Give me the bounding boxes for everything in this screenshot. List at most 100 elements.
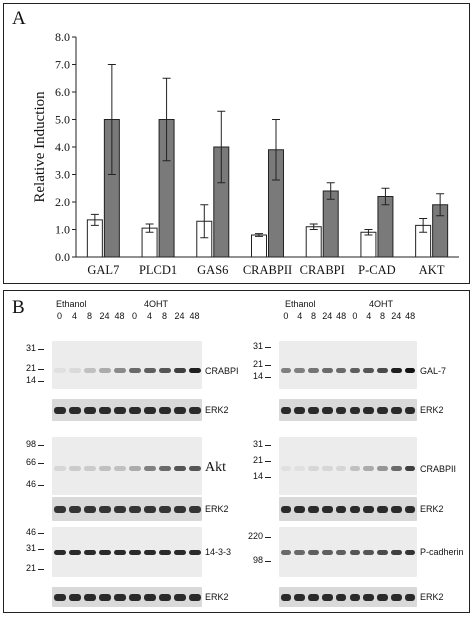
blot-band (308, 466, 319, 472)
blot-band (390, 505, 402, 513)
mw-marker-label: 31 (252, 341, 263, 351)
ethanol-header: Ethanol (56, 299, 87, 309)
mw-marker-tick (265, 477, 271, 478)
x-tick-label: PLCD1 (139, 263, 177, 277)
blot-band (404, 368, 416, 374)
blot-band (113, 549, 126, 555)
panel-a-letter: A (12, 8, 26, 29)
blot-band (158, 505, 171, 513)
lane-number: 0 (283, 311, 289, 321)
blot-membrane (52, 587, 202, 607)
y-axis-label: Relative Induction (32, 91, 48, 203)
bar (251, 234, 267, 258)
mw-marker-tick (38, 381, 44, 382)
blot-band (377, 505, 388, 513)
blot-band (68, 406, 81, 414)
blot-band (158, 593, 171, 601)
blot-band (98, 549, 111, 555)
mw-marker-label: 98 (252, 555, 263, 565)
blot-band (83, 406, 96, 414)
blot-band (188, 593, 201, 601)
y-tick-label: 3.0 (55, 168, 70, 182)
blot-label: ERK2 (205, 504, 229, 514)
blot-band (113, 368, 126, 374)
bar (305, 226, 322, 258)
blot-band (335, 505, 347, 513)
blot-label: ERK2 (205, 405, 229, 415)
blot-band (349, 406, 361, 414)
blot-membrane (52, 437, 202, 495)
y-tick-label: 6.0 (55, 85, 70, 99)
blot-band (349, 549, 361, 555)
mw-marker-label: 66 (25, 457, 36, 467)
blot-membrane (279, 341, 417, 389)
blot-band (335, 593, 347, 601)
blot-band (128, 549, 141, 555)
blot-band (188, 368, 201, 374)
blot-band (363, 466, 375, 472)
blot-band (280, 406, 292, 414)
blot-band (158, 466, 171, 472)
blot-label: ERK2 (205, 592, 229, 602)
lane-number: 24 (391, 311, 402, 321)
blot-band (173, 505, 186, 513)
mw-marker-label: 21 (252, 455, 263, 465)
blot-band (308, 406, 319, 414)
blot-band (158, 368, 171, 374)
mw-marker-label: 46 (25, 479, 36, 489)
blot-membrane (52, 341, 202, 389)
blot-band (335, 549, 347, 555)
mw-marker-label: 21 (25, 563, 36, 573)
blot-band (294, 406, 306, 414)
blot-band (363, 505, 375, 513)
blot-band (53, 593, 66, 601)
blot-band (83, 466, 96, 472)
bar (377, 196, 394, 258)
mw-marker-tick (265, 461, 271, 462)
y-tick-label: 1.0 (55, 223, 70, 237)
mw-marker-tick (265, 561, 271, 562)
mw-marker-label: 21 (25, 363, 36, 373)
blot-band (404, 505, 416, 513)
mw-marker-tick (38, 369, 44, 370)
blot-label: 14-3-3 (205, 547, 232, 557)
blot-band (53, 549, 66, 555)
mw-marker-tick (38, 463, 44, 464)
blot-band (98, 505, 111, 513)
blot-band (321, 466, 333, 472)
blot-band (335, 406, 347, 414)
blot-band (173, 368, 186, 374)
blot-band (377, 406, 388, 414)
blot-band (98, 466, 111, 472)
blot-band (294, 593, 306, 601)
blot-band (68, 593, 81, 601)
blot-band (83, 549, 96, 555)
blot-band (321, 549, 333, 555)
blot-band (404, 549, 416, 555)
mw-marker-tick (38, 569, 44, 570)
lane-number: 4 (71, 311, 77, 321)
blot-band (349, 466, 361, 472)
x-tick-label: AKT (419, 263, 445, 277)
blot-band (308, 549, 319, 555)
blot-band (363, 406, 375, 414)
blot-band (173, 466, 186, 472)
blot-band (404, 406, 416, 414)
panel-a: A 0.0 1.0 2.0 3.0 4.0 5.0 6.0 7.0 8.0 Relative In… (3, 3, 470, 284)
blot-band (128, 593, 141, 601)
lane-number: 4 (297, 311, 303, 321)
blot-band (280, 549, 292, 555)
blot-band (143, 368, 156, 374)
blot-band (113, 466, 126, 472)
lane-number: 24 (99, 311, 110, 321)
blot-band (68, 505, 81, 513)
panel-b: B Ethanol 4OHT 0 4 8 24 48 0 4 8 24 48 CRABPI 31 21 14 E… (3, 290, 470, 613)
x-tick-label: GAL7 (87, 263, 119, 277)
blot-membrane (279, 399, 417, 421)
blot-band (321, 406, 333, 414)
ethanol-header: Ethanol (285, 299, 316, 309)
blot-band (280, 593, 292, 601)
blot-band (188, 466, 201, 472)
blot-label: ERK2 (420, 405, 444, 415)
y-tick-label: 5.0 (55, 113, 70, 127)
